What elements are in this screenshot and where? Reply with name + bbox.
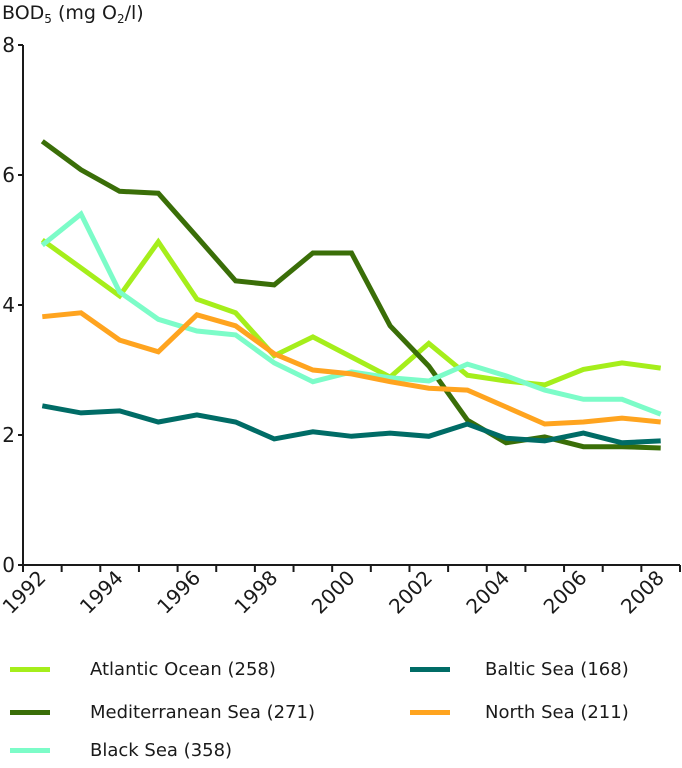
legend-swatch bbox=[410, 667, 450, 672]
legend-item: Mediterranean Sea (271) bbox=[10, 702, 315, 723]
legend-label: Black Sea (358) bbox=[90, 740, 233, 761]
series-line-baltic-sea bbox=[41, 403, 661, 446]
x-tick-label: 2006 bbox=[539, 566, 592, 619]
y-axis-label-subscript-2: 2 bbox=[116, 12, 125, 26]
x-tick-label: 1994 bbox=[75, 566, 128, 619]
x-tick-label: 2002 bbox=[384, 566, 437, 619]
legend-swatch bbox=[10, 667, 50, 672]
y-axis-label-unit-end: /l) bbox=[124, 2, 144, 24]
legend-label: Mediterranean Sea (271) bbox=[90, 702, 315, 723]
legend-item: Black Sea (358) bbox=[10, 740, 232, 761]
series-line-black-sea bbox=[40, 210, 662, 417]
series-line-atlantic-ocean bbox=[40, 237, 662, 388]
y-axis-label-unit: (mg O bbox=[51, 2, 117, 24]
series-line-north-sea bbox=[42, 310, 661, 427]
y-tick-label: 8 bbox=[2, 33, 15, 57]
legend-item: Baltic Sea (168) bbox=[410, 659, 629, 680]
y-tick-label: 4 bbox=[2, 293, 15, 317]
x-tick-label: 2004 bbox=[461, 566, 514, 619]
series-line-mediterranean-sea bbox=[40, 139, 661, 451]
legend-item: Atlantic Ocean (258) bbox=[10, 659, 276, 680]
y-axis-label-subscript: 5 bbox=[44, 12, 52, 26]
y-tick-label: 0 bbox=[2, 553, 15, 577]
y-axis-label-main: BOD bbox=[2, 2, 45, 24]
legend-label: North Sea (211) bbox=[485, 702, 629, 723]
y-tick-label: 6 bbox=[2, 163, 15, 187]
y-axis-label: BOD5 (mg O2/l) bbox=[2, 2, 144, 26]
x-tick-label: 1996 bbox=[152, 566, 205, 619]
series-group bbox=[40, 139, 662, 451]
legend-swatch bbox=[410, 710, 450, 715]
x-tick-label: 2000 bbox=[307, 566, 360, 619]
legend-label: Atlantic Ocean (258) bbox=[90, 659, 276, 680]
legend-swatch bbox=[10, 710, 50, 715]
y-tick-label: 2 bbox=[2, 423, 15, 447]
x-tick-label: 1998 bbox=[229, 566, 282, 619]
legend-swatch bbox=[10, 748, 50, 753]
legend-item: North Sea (211) bbox=[410, 702, 629, 723]
legend-label: Baltic Sea (168) bbox=[485, 659, 629, 680]
x-tick-label: 2008 bbox=[616, 566, 669, 619]
